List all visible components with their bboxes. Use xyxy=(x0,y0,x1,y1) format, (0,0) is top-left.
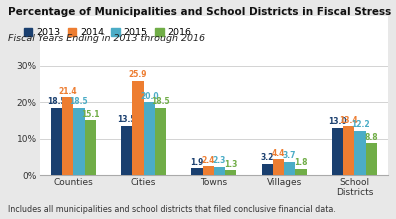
Text: 12.2: 12.2 xyxy=(351,120,369,129)
Text: 13.5: 13.5 xyxy=(118,115,136,124)
Bar xyxy=(214,167,225,175)
Text: 13.4: 13.4 xyxy=(339,116,358,125)
Text: Fiscal Years Ending in 2013 through 2016: Fiscal Years Ending in 2013 through 2016 xyxy=(8,34,205,43)
Text: 4.4: 4.4 xyxy=(272,149,285,158)
Text: 1.3: 1.3 xyxy=(224,160,237,169)
Bar xyxy=(191,168,203,175)
Text: 3.7: 3.7 xyxy=(283,151,297,160)
Bar xyxy=(62,97,73,175)
Bar xyxy=(132,81,144,175)
Bar xyxy=(51,108,62,175)
Bar xyxy=(85,120,96,175)
Text: 3.2: 3.2 xyxy=(261,153,274,162)
Bar xyxy=(121,126,132,175)
Bar xyxy=(73,108,85,175)
Text: 15.1: 15.1 xyxy=(81,110,99,119)
Text: 2.3: 2.3 xyxy=(213,156,226,165)
Bar xyxy=(262,164,273,175)
Bar xyxy=(225,170,236,175)
Legend: 2013, 2014, 2015, 2016: 2013, 2014, 2015, 2016 xyxy=(20,25,195,41)
Bar xyxy=(284,162,295,175)
Bar xyxy=(273,159,284,175)
Bar xyxy=(295,169,307,175)
Bar xyxy=(203,166,214,175)
Text: 1.9: 1.9 xyxy=(190,158,204,167)
Text: 18.5: 18.5 xyxy=(151,97,170,106)
Bar xyxy=(155,108,166,175)
Text: 25.9: 25.9 xyxy=(129,70,147,79)
Text: 20.0: 20.0 xyxy=(140,92,158,101)
Text: 1.8: 1.8 xyxy=(294,158,308,167)
Text: 18.5: 18.5 xyxy=(70,97,88,106)
Text: 2.4: 2.4 xyxy=(202,156,215,165)
Text: 13.0: 13.0 xyxy=(328,117,347,126)
Text: Percentage of Municipalities and School Districts in Fiscal Stress: Percentage of Municipalities and School … xyxy=(8,7,391,17)
Text: 21.4: 21.4 xyxy=(58,87,77,96)
Bar xyxy=(354,131,366,175)
Text: Includes all municipalities and school districts that filed conclusive financial: Includes all municipalities and school d… xyxy=(8,205,336,214)
Bar xyxy=(332,128,343,175)
Bar xyxy=(343,126,354,175)
Bar xyxy=(144,102,155,175)
Text: 8.8: 8.8 xyxy=(364,133,378,142)
Text: 18.5: 18.5 xyxy=(47,97,66,106)
Bar xyxy=(366,143,377,175)
